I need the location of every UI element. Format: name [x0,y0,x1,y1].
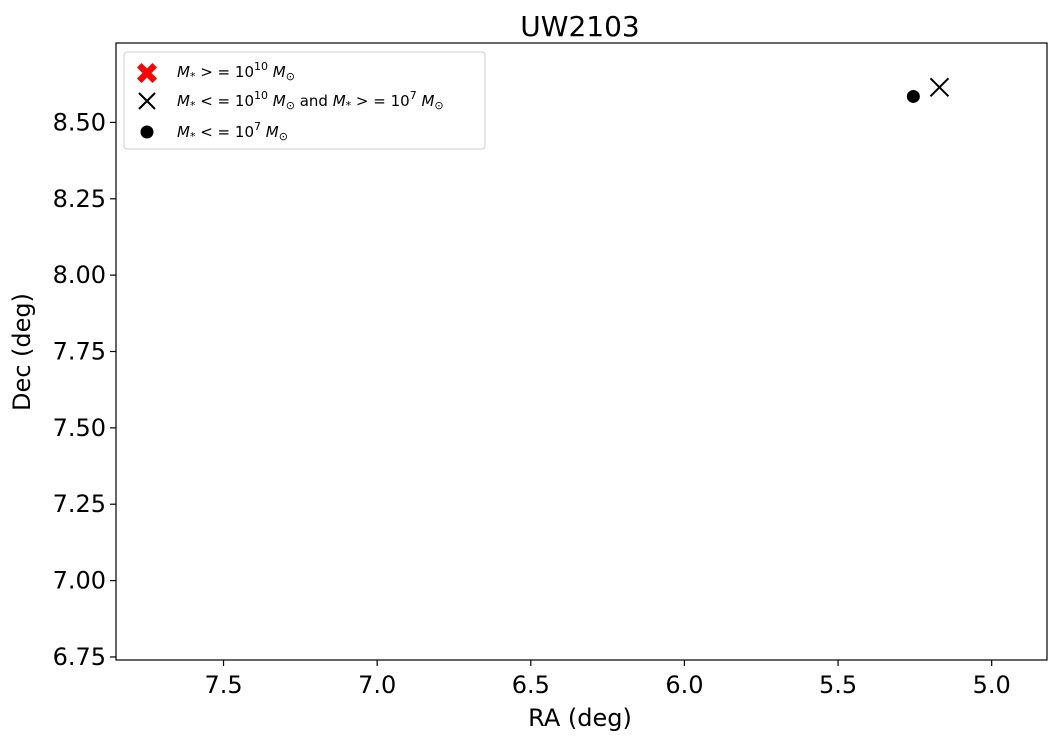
x-tick-label: 7.5 [204,671,242,699]
legend-marker-filled-x [137,63,157,83]
x-axis: 7.5 7.0 6.5 6.0 5.5 5.0 [204,660,1011,699]
data-point-x [929,77,950,97]
legend-label-mid-mass: M* < = 1010 M⊙ and M* > = 107 M⊙ [177,89,444,112]
y-axis: 6.75 7.00 7.25 7.50 7.75 8.00 8.25 8.50 [53,108,116,671]
x-tick-label: 5.0 [973,671,1011,699]
x-axis-title: RA (deg) [528,704,632,732]
y-tick-label: 8.50 [53,108,106,136]
y-tick-label: 8.25 [53,185,106,213]
legend-marker-circle [140,125,154,139]
x-tick-label: 5.5 [819,671,857,699]
x-tick-label: 6.5 [512,671,550,699]
chart-title: UW2103 [520,10,639,43]
y-tick-label: 6.75 [53,643,106,671]
legend-entry-low-mass: M* < = 107 M⊙ [140,120,288,143]
legend-label-high-mass: M* > = 1010 M⊙ [177,60,295,83]
data-point-circle [906,89,920,103]
y-tick-label: 8.00 [53,261,106,289]
y-tick-label: 7.75 [53,338,106,366]
legend-entry-mid-mass: M* < = 1010 M⊙ and M* > = 107 M⊙ [138,89,444,112]
y-tick-label: 7.00 [53,567,106,595]
x-tick-label: 6.0 [665,671,703,699]
legend-entry-high-mass: M* > = 1010 M⊙ [137,60,295,83]
data-points [906,77,950,103]
legend-marker-x [138,92,156,110]
legend-box [123,51,486,150]
legend-label-low-mass: M* < = 107 M⊙ [177,120,288,143]
y-tick-label: 7.25 [53,490,106,518]
legend: M* > = 1010 M⊙ M* < = 1010 M⊙ and M* > =… [123,51,486,150]
x-tick-label: 7.0 [358,671,396,699]
y-axis-title: Dec (deg) [8,293,36,411]
y-tick-label: 7.50 [53,414,106,442]
